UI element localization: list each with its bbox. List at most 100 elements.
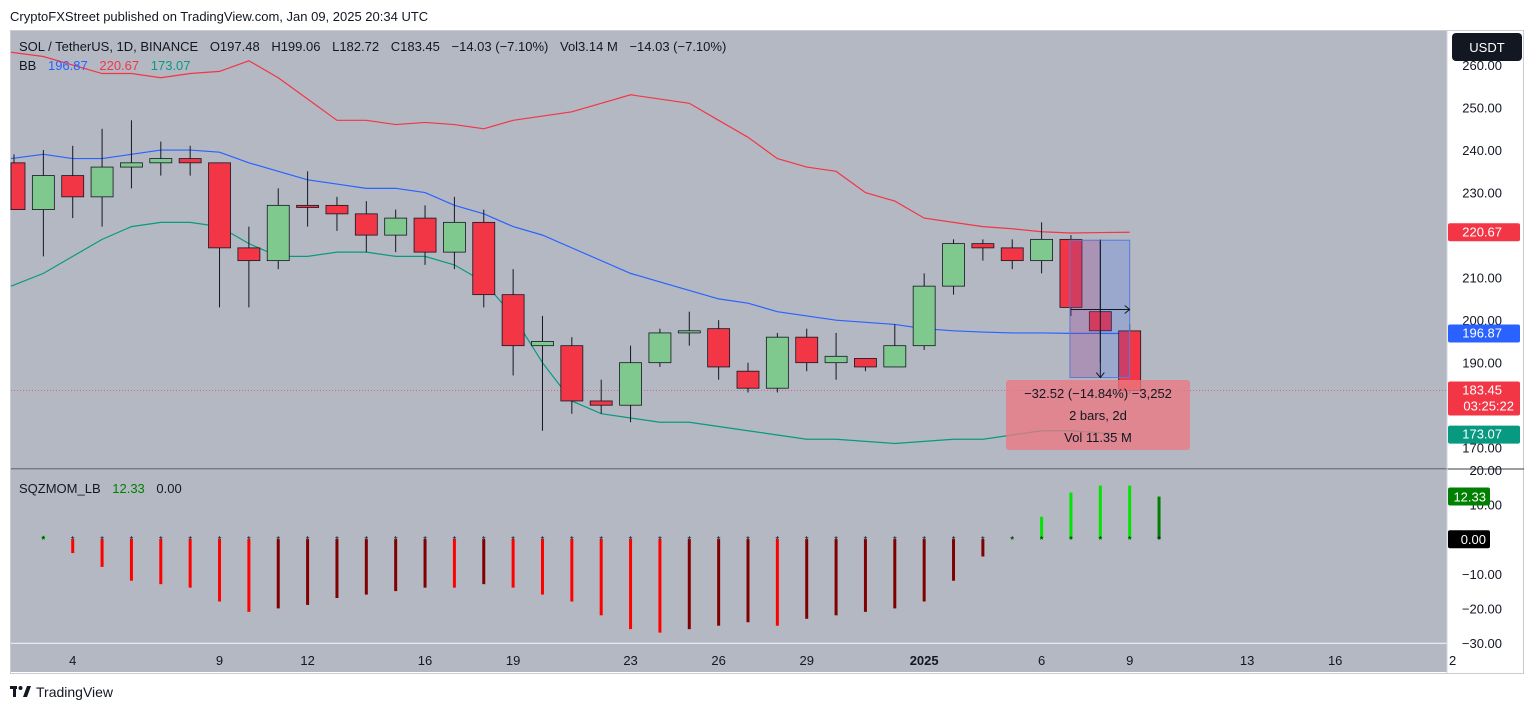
momentum-bar — [599, 539, 603, 616]
squeeze-dot: * — [306, 535, 310, 546]
squeeze-dot: * — [599, 535, 603, 546]
squeeze-dot: * — [805, 535, 809, 546]
time-tick-label: 19 — [506, 653, 520, 668]
momentum-bar — [335, 539, 339, 599]
candle-body — [560, 345, 584, 402]
candle — [413, 205, 437, 265]
candle-body — [912, 285, 936, 347]
tradingview-logo[interactable]: TradingView — [10, 684, 113, 700]
candle — [237, 226, 261, 308]
sqzmom-value: 12.33 — [112, 481, 145, 496]
squeeze-dot: * — [188, 535, 192, 546]
footer-brand: TradingView — [36, 684, 114, 700]
momentum-bar — [71, 539, 75, 554]
measure-tooltip: −32.52 (−14.84%) −3,252 2 bars, 2d Vol 1… — [1006, 380, 1190, 450]
candle — [354, 201, 378, 253]
bb-upper-badge-bg — [1448, 223, 1520, 242]
bb-legend: BB 196.87 220.67 173.07 — [19, 58, 193, 73]
candle-body — [883, 345, 907, 368]
candle — [325, 196, 349, 231]
candle-body — [442, 221, 466, 253]
squeeze-dot: * — [218, 535, 222, 546]
squeeze-dot: * — [717, 535, 721, 546]
candle-body — [208, 162, 231, 249]
currency-button[interactable]: USDT — [1452, 33, 1522, 61]
squeeze-dot: * — [952, 535, 956, 546]
momentum-tick-label: −30.00 — [1462, 636, 1502, 651]
momentum-bar — [452, 539, 456, 588]
squeeze-dot: * — [775, 535, 779, 546]
sqzmom-legend: SQZMOM_LB 12.33 0.00 — [19, 481, 184, 496]
candle-body — [648, 332, 672, 364]
price-pane-background — [11, 31, 1447, 469]
momentum-bar — [863, 539, 867, 612]
time-tick-label: 13 — [1240, 653, 1254, 668]
squeeze-dot: * — [394, 535, 398, 546]
candle-body — [61, 175, 85, 198]
candle-body — [1000, 247, 1024, 262]
momentum-bar — [276, 539, 280, 609]
candle-body — [149, 158, 173, 164]
measure-range-fill — [1069, 240, 1100, 378]
momentum-bar — [218, 539, 222, 602]
time-tick-label: 9 — [216, 653, 223, 668]
candle-body — [178, 158, 202, 164]
momentum-bar — [629, 539, 633, 630]
momentum-tick-label: −10.00 — [1462, 567, 1502, 582]
measure-bars: 2 bars, 2d — [1069, 408, 1127, 423]
price-tick-label: 210.00 — [1462, 271, 1502, 286]
candle-body — [10, 162, 26, 211]
momentum-bar — [1098, 485, 1102, 540]
candle — [971, 239, 995, 261]
candle-body — [589, 400, 613, 406]
measure-change: −32.52 (−14.84%) −3,252 — [1024, 386, 1172, 401]
candle-body — [531, 341, 554, 347]
symbol-legend: SOL / TetherUS, 1D, BINANCE O197.48 H199… — [19, 39, 728, 54]
candle — [472, 209, 496, 308]
candle — [619, 345, 642, 423]
candle-body — [237, 247, 261, 262]
candle-body — [1059, 238, 1083, 308]
candle-body — [501, 294, 525, 347]
candle — [31, 150, 55, 257]
momentum-bar — [306, 539, 310, 605]
candle — [589, 379, 613, 414]
squeeze-dot: * — [687, 535, 691, 546]
candle — [648, 328, 672, 367]
time-tick-label: 9 — [1126, 653, 1133, 668]
candle-body — [619, 362, 642, 406]
momentum-bar — [717, 539, 721, 626]
squeeze-dot: * — [1128, 535, 1132, 546]
price-change: −14.03 (−7.10%) — [451, 39, 549, 54]
momentum-bar — [394, 539, 398, 592]
momentum-tick-label: −20.00 — [1462, 601, 1502, 616]
chart-frame[interactable] — [10, 30, 1524, 674]
squeeze-dot: * — [71, 535, 75, 546]
price-tick-label: 230.00 — [1462, 186, 1502, 201]
time-tick-label: 2025 — [910, 653, 939, 668]
squeeze-dot: * — [570, 535, 574, 546]
squeeze-dot: * — [1010, 535, 1014, 546]
time-tick-label: 26 — [711, 653, 725, 668]
squeeze-dot: * — [129, 535, 133, 546]
momentum-bar — [922, 539, 926, 602]
squeeze-dot: * — [834, 535, 838, 546]
candle — [10, 154, 26, 211]
sqzmom-zero-badge-bg — [1448, 530, 1490, 549]
candle-body — [854, 358, 877, 368]
momentum-bar — [775, 539, 779, 626]
momentum-bar — [1128, 485, 1132, 540]
volume-change: −14.03 (−7.10%) — [629, 39, 727, 54]
sqzmom-value-badge: 12.33 — [1453, 490, 1486, 505]
squeeze-dot: * — [41, 535, 45, 546]
momentum-bar — [1157, 496, 1161, 540]
candle — [120, 120, 143, 189]
candle-body — [707, 328, 731, 368]
squeeze-dot: * — [247, 535, 251, 546]
candle — [1030, 222, 1053, 274]
candle — [178, 145, 202, 176]
momentum-bar — [746, 539, 750, 623]
squeeze-dot: * — [1157, 535, 1161, 546]
candle-body — [266, 204, 290, 262]
